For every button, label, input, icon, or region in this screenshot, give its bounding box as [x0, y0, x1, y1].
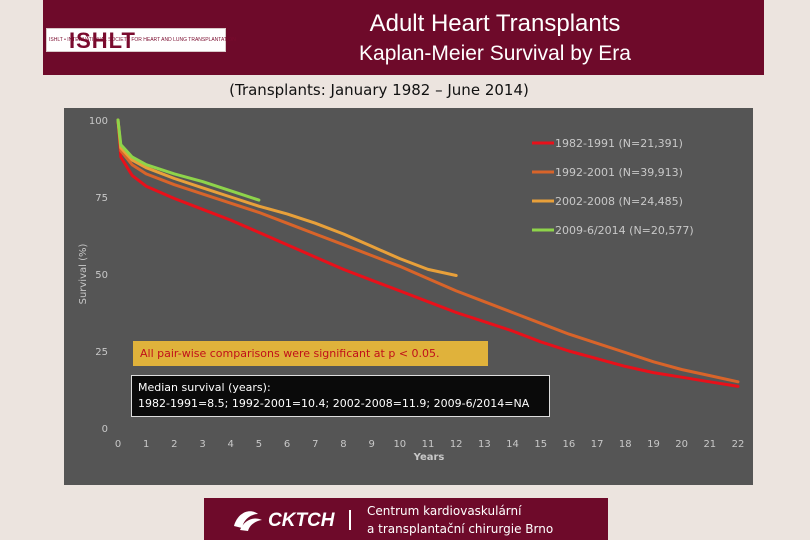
y-tick-label: 100 — [89, 116, 108, 127]
median-survival-title: Median survival (years): — [138, 381, 271, 394]
x-tick-label: 16 — [563, 439, 576, 450]
x-tick-label: 7 — [312, 439, 318, 450]
x-tick-label: 8 — [340, 439, 346, 450]
x-tick-label: 19 — [647, 439, 660, 450]
footer-text: Centrum kardiovaskulární a transplantačn… — [367, 502, 553, 538]
series-line-2 — [116, 118, 740, 384]
x-tick-label: 12 — [450, 439, 463, 450]
median-survival-box: Median survival (years): 1982-1991=8.5; … — [131, 375, 550, 417]
x-tick-label: 4 — [228, 439, 234, 450]
legend-label-3: 2002-2008 (N=24,485) — [555, 195, 683, 208]
x-tick-label: 13 — [478, 439, 491, 450]
y-axis-label: Survival (%) — [78, 244, 89, 305]
header-banner: ISHLT • INTERNATIONAL SOCIETY FOR HEART … — [43, 0, 764, 75]
transplant-period: (Transplants: January 1982 – June 2014) — [229, 81, 529, 99]
series-line-4 — [116, 118, 261, 202]
x-tick-label: 14 — [506, 439, 519, 450]
chart-panel: 0 25 50 75 100 0 1 2 3 4 5 6 7 8 9 10 11 12 13 14 15 16 17 18 1… — [64, 108, 753, 485]
x-tick-label: 9 — [368, 439, 374, 450]
page-subtitle: Kaplan-Meier Survival by Era — [359, 42, 631, 65]
x-tick-label: 15 — [534, 439, 547, 450]
footer-line-1: Centrum kardiovaskulární — [367, 504, 522, 518]
heart-swirl-icon — [234, 511, 262, 531]
series-line-3 — [116, 118, 458, 277]
logo-divider — [349, 510, 351, 530]
x-tick-label: 18 — [619, 439, 632, 450]
legend-label-1: 1982-1991 (N=21,391) — [555, 137, 683, 150]
x-tick-label: 1 — [143, 439, 149, 450]
page-title: Adult Heart Transplants — [369, 10, 621, 37]
y-tick-label: 75 — [95, 193, 108, 204]
y-tick-label: 25 — [95, 347, 108, 358]
x-tick-label: 3 — [199, 439, 205, 450]
cktch-logo-text: CKTCH — [268, 510, 336, 531]
footer-line-2: a transplantační chirurgie Brno — [367, 522, 554, 536]
x-tick-label: 11 — [422, 439, 435, 450]
x-tick-label: 21 — [703, 439, 716, 450]
x-tick-label: 5 — [256, 439, 262, 450]
x-tick-label: 17 — [591, 439, 604, 450]
y-tick-label: 50 — [95, 270, 108, 281]
x-tick-label: 20 — [675, 439, 688, 450]
legend-label-2: 1992-2001 (N=39,913) — [555, 166, 683, 179]
cktch-logo: CKTCH — [234, 510, 351, 531]
footer-banner: CKTCH Centrum kardiovaskulární a transpl… — [204, 498, 608, 540]
legend-label-4: 2009-6/2014 (N=20,577) — [555, 224, 694, 237]
x-tick-label: 0 — [115, 439, 121, 450]
x-tick-label: 22 — [732, 439, 745, 450]
ishlt-logo: ISHLT • INTERNATIONAL SOCIETY FOR HEART … — [46, 28, 236, 53]
x-tick-label: 2 — [171, 439, 177, 450]
ishlt-logo-subtext: ISHLT • INTERNATIONAL SOCIETY FOR HEART … — [49, 37, 236, 43]
series-line-1 — [116, 118, 740, 388]
x-tick-label: 6 — [284, 439, 290, 450]
median-survival-values: 1982-1991=8.5; 1992-2001=10.4; 2002-2008… — [138, 397, 530, 410]
significance-note: All pair-wise comparisons were significa… — [133, 341, 488, 366]
y-tick-label: 0 — [102, 424, 108, 435]
x-axis-label: Years — [413, 452, 445, 463]
x-tick-label: 10 — [393, 439, 406, 450]
ishlt-logo-text: ISHLT — [69, 28, 136, 53]
